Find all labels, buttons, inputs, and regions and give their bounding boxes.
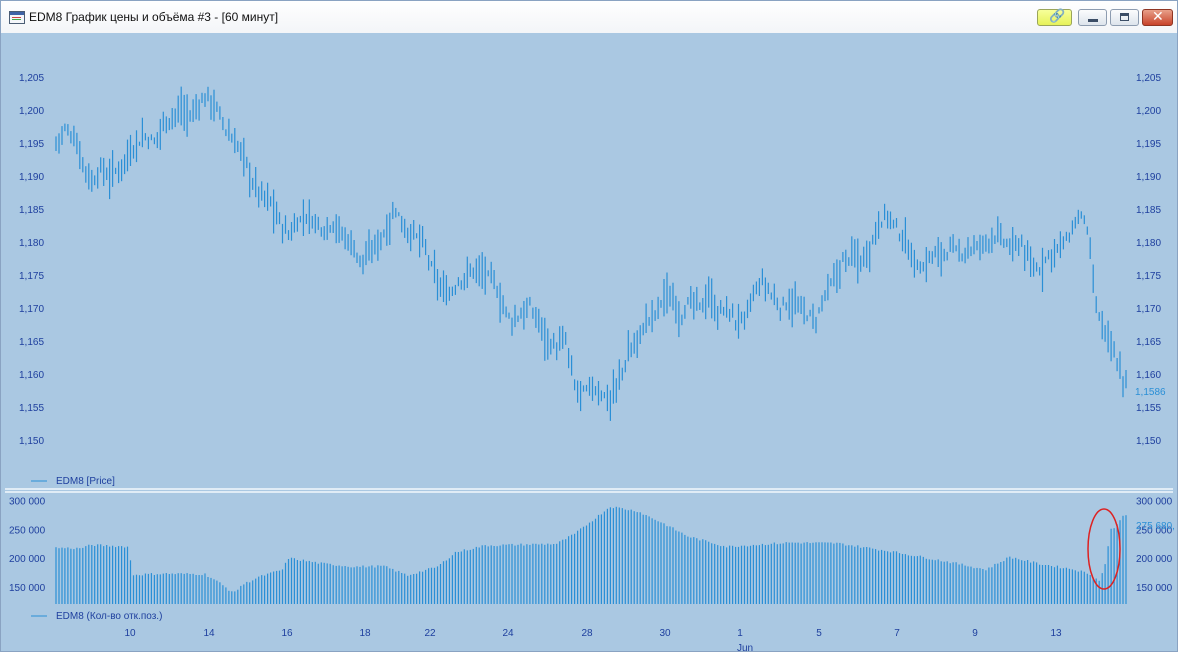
open-interest-tick-right: 250 000 (1136, 525, 1173, 536)
price-tick-left: 1,190 (19, 172, 44, 183)
price-tick-right: 1,180 (1136, 238, 1161, 249)
time-tick-label: 16 (281, 628, 293, 639)
close-button[interactable]: ✕ (1142, 9, 1173, 26)
price-tick-left: 1,150 (19, 436, 44, 447)
link-button[interactable]: 🔗 (1037, 9, 1072, 26)
price-axis-left: 1,205 1,200 1,195 1,190 1,185 1,180 1,175 1,170… (19, 73, 44, 447)
price-tick-left: 1,180 (19, 238, 44, 249)
time-tick-label: 22 (424, 628, 436, 639)
time-axis: 10 14 16 18 22 24 28 30 1 5 7 9 13 (124, 628, 1062, 639)
price-tick-right: 1,165 (1136, 337, 1161, 348)
chart-window-icon[interactable] (9, 11, 25, 24)
open-interest-last-value: 275 680, (1136, 521, 1175, 532)
open-interest-tick-left: 250 000 (9, 525, 46, 536)
chart-area[interactable]: 1,205 1,200 1,195 1,190 1,185 1,180 1,175 1,170… (1, 33, 1177, 651)
open-interest-axis-left: 300 000 250 000 200 000 150 000 (9, 497, 46, 594)
link-icon: 🔗 (1049, 9, 1066, 24)
minimize-icon (1088, 19, 1098, 22)
price-tick-left: 1,155 (19, 403, 44, 414)
price-series[interactable] (55, 86, 1127, 421)
price-tick-right: 1,170 (1136, 304, 1161, 315)
open-interest-series[interactable] (55, 506, 1127, 604)
open-interest-tick-right: 150 000 (1136, 583, 1173, 594)
price-last-value: 1,1586 (1135, 387, 1166, 398)
price-tick-right: 1,190 (1136, 172, 1161, 183)
price-tick-left: 1,160 (19, 370, 44, 381)
close-icon: ✕ (1152, 9, 1164, 25)
price-legend-label: EDM8 [Price] (56, 476, 115, 487)
price-tick-left: 1,200 (19, 106, 44, 117)
time-tick-label: 14 (203, 628, 215, 639)
minimize-button[interactable] (1078, 9, 1107, 26)
time-tick-label: 13 (1050, 628, 1062, 639)
price-tick-right: 1,185 (1136, 205, 1161, 216)
price-tick-right: 1,175 (1136, 271, 1161, 282)
maximize-button[interactable] (1110, 9, 1139, 26)
price-tick-left: 1,170 (19, 304, 44, 315)
time-tick-label: 30 (659, 628, 671, 639)
price-tick-right: 1,150 (1136, 436, 1161, 447)
time-tick-label: 24 (502, 628, 514, 639)
maximize-icon (1120, 13, 1129, 21)
open-interest-tick-left: 300 000 (9, 497, 46, 508)
price-tick-right: 1,200 (1136, 106, 1161, 117)
title-bar[interactable]: EDM8 График цены и объёма #3 - [60 минут… (1, 1, 1177, 34)
price-tick-left: 1,195 (19, 139, 44, 150)
time-tick-label: 18 (359, 628, 371, 639)
time-tick-label: 1 (737, 628, 743, 639)
price-tick-left: 1,175 (19, 271, 44, 282)
price-tick-right: 1,155 (1136, 403, 1161, 414)
open-interest-legend-label: EDM8 (Кол-во отк.поз.) (56, 611, 162, 622)
open-interest-tick-right: 200 000 (1136, 554, 1173, 565)
price-tick-right: 1,195 (1136, 139, 1161, 150)
price-tick-left: 1,185 (19, 205, 44, 216)
price-tick-right: 1,160 (1136, 370, 1161, 381)
time-axis-month-label: Jun (737, 643, 753, 651)
price-axis-right: 1,205 1,200 1,195 1,190 1,185 1,180 1,175 1,170… (1136, 73, 1161, 447)
price-tick-right: 1,205 (1136, 73, 1161, 84)
time-tick-label: 28 (581, 628, 593, 639)
open-interest-tick-left: 200 000 (9, 554, 46, 565)
price-tick-left: 1,205 (19, 73, 44, 84)
time-tick-label: 9 (972, 628, 978, 639)
time-tick-label: 5 (816, 628, 822, 639)
highlight-circle (1087, 508, 1121, 590)
time-tick-label: 7 (894, 628, 900, 639)
open-interest-tick-left: 150 000 (9, 583, 46, 594)
window-title: EDM8 График цены и объёма #3 - [60 минут… (29, 10, 279, 24)
open-interest-tick-right: 300 000 (1136, 497, 1173, 508)
price-tick-left: 1,165 (19, 337, 44, 348)
time-tick-label: 10 (124, 628, 136, 639)
open-interest-axis-right: 300 000 250 000 200 000 150 000 (1136, 497, 1173, 594)
